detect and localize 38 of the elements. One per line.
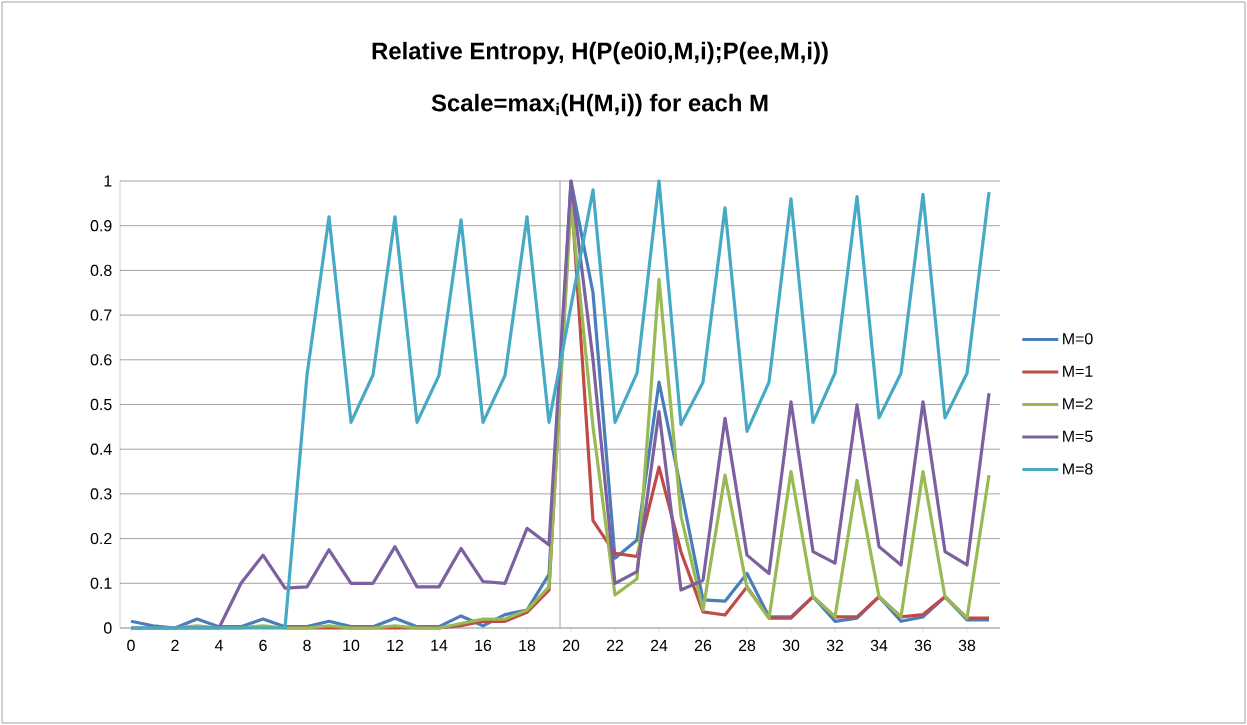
x-tick-label: 38 bbox=[958, 639, 976, 652]
x-tick-label: 28 bbox=[738, 639, 756, 652]
y-tick-label: 0.6 bbox=[90, 354, 112, 366]
legend-label: M=5 bbox=[1063, 430, 1093, 442]
y-tick-label: 0.5 bbox=[90, 398, 112, 411]
legend-label: M=1 bbox=[1063, 365, 1093, 377]
y-tick-label: 0.3 bbox=[90, 488, 112, 500]
x-tick-label: 32 bbox=[826, 639, 844, 652]
x-tick-label: 36 bbox=[914, 639, 932, 652]
y-tick-label: 0.4 bbox=[90, 443, 112, 455]
x-tick-label: 4 bbox=[214, 639, 223, 651]
y-tick-label: 0.1 bbox=[90, 577, 112, 589]
y-tick-label: 0.7 bbox=[90, 309, 112, 321]
chart-subtitle: Scale=max$_{i}$(H(M,i)) for each M bbox=[431, 93, 768, 117]
y-tick-label: 1 bbox=[104, 175, 112, 187]
x-tick-label: 6 bbox=[259, 639, 267, 652]
x-tick-label: 12 bbox=[387, 639, 404, 651]
y-tick-label: 0.2 bbox=[90, 532, 112, 545]
legend-label: M=8 bbox=[1063, 463, 1093, 475]
legend-label: M=0 bbox=[1063, 333, 1093, 345]
x-tick-label: 26 bbox=[694, 639, 712, 652]
x-tick-label: 16 bbox=[475, 639, 492, 652]
x-tick-label: 0 bbox=[127, 639, 135, 652]
y-tick-label: 0 bbox=[103, 622, 112, 634]
x-tick-label: 14 bbox=[431, 639, 448, 651]
y-tick-label: 0.8 bbox=[90, 264, 112, 277]
chart-title: Relative Entropy, H(P(e0i0,M,i);P(ee,M,i)) bbox=[372, 41, 828, 65]
x-tick-label: 2 bbox=[171, 639, 179, 651]
y-tick-label: 0.9 bbox=[90, 220, 112, 232]
legend-label: M=2 bbox=[1063, 398, 1093, 410]
x-tick-label: 22 bbox=[606, 639, 624, 651]
x-tick-label: 34 bbox=[870, 639, 888, 652]
x-tick-label: 20 bbox=[562, 639, 580, 652]
x-tick-label: 24 bbox=[650, 639, 668, 651]
x-tick-label: 18 bbox=[519, 639, 536, 652]
x-tick-label: 30 bbox=[782, 639, 800, 652]
x-tick-label: 8 bbox=[303, 639, 311, 652]
x-tick-label: 10 bbox=[343, 639, 360, 652]
